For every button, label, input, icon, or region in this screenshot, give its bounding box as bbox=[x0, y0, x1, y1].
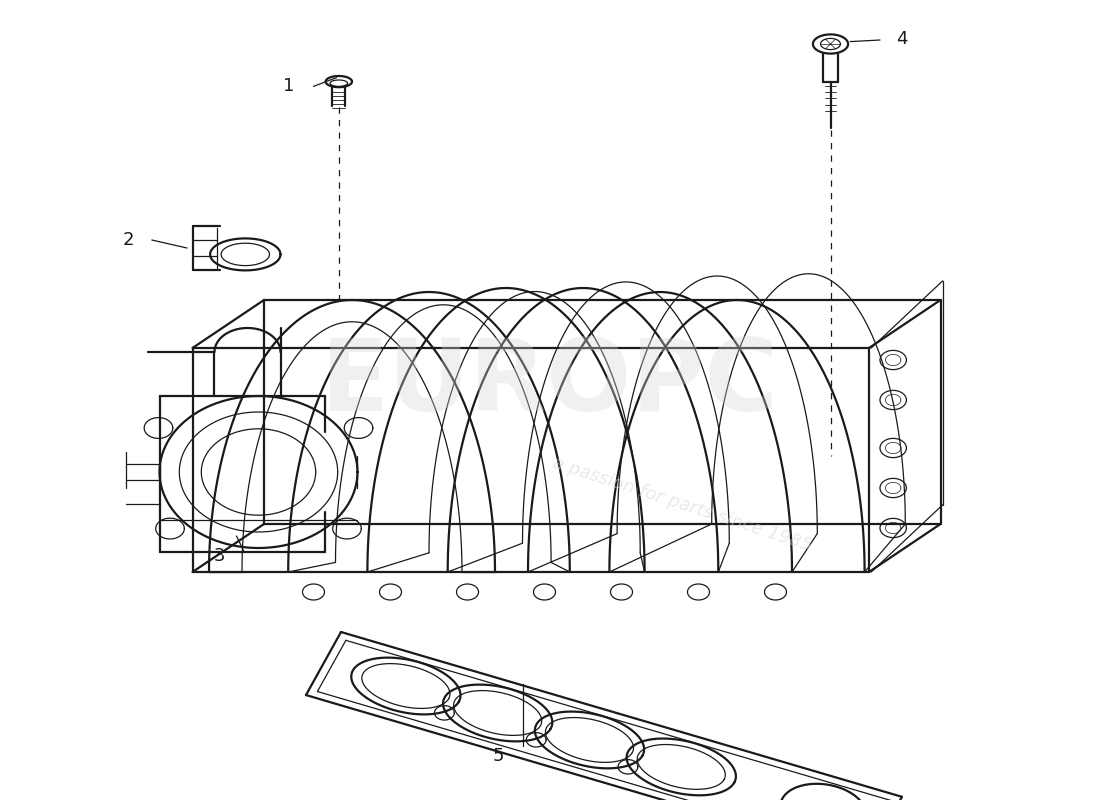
Text: 2: 2 bbox=[123, 231, 134, 249]
Text: a passion for parts since 1985: a passion for parts since 1985 bbox=[550, 454, 814, 554]
Text: EUROPC: EUROPC bbox=[321, 335, 779, 433]
Text: 3: 3 bbox=[214, 547, 225, 565]
Text: 4: 4 bbox=[896, 30, 907, 48]
Text: 1: 1 bbox=[284, 77, 295, 94]
Text: 5: 5 bbox=[493, 747, 504, 765]
